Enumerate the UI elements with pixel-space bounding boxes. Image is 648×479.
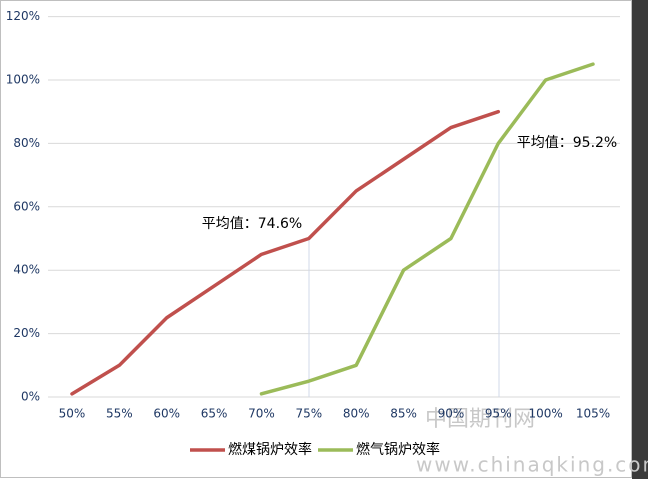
x-tick-label: 60% (153, 407, 180, 421)
y-tick-label: 40% (13, 263, 40, 277)
series-line (70, 109, 501, 396)
watermark: www.chinaqking.com (416, 453, 648, 477)
watermark: 中国期刊网 (425, 407, 535, 432)
y-tick-label: 20% (13, 326, 40, 340)
chart-border (0, 0, 632, 478)
window-edge (632, 0, 648, 479)
x-tick-label: 50% (59, 407, 86, 421)
series-line (259, 62, 595, 396)
y-tick-label: 60% (13, 199, 40, 213)
legend-label: 燃气锅炉效率 (356, 441, 440, 458)
y-tick-label: 0% (21, 390, 40, 404)
x-tick-label: 95% (485, 407, 512, 421)
annotation: 平均值：95.2% (517, 135, 617, 151)
x-tick-label: 80% (343, 407, 370, 421)
x-tick-label: 65% (201, 407, 228, 421)
x-tick-label: 85% (390, 407, 417, 421)
x-tick-label: 90% (438, 407, 465, 421)
y-tick-label: 80% (13, 136, 40, 150)
legend-label: 燃煤锅炉效率 (228, 441, 312, 458)
x-tick-label: 105% (576, 407, 610, 421)
annotation: 平均值：74.6% (202, 216, 302, 232)
x-tick-label: 100% (528, 407, 562, 421)
y-tick-label: 100% (6, 73, 40, 87)
y-tick-label: 120% (6, 9, 40, 23)
x-tick-label: 75% (295, 407, 322, 421)
x-tick-label: 55% (106, 407, 133, 421)
x-tick-label: 70% (248, 407, 275, 421)
